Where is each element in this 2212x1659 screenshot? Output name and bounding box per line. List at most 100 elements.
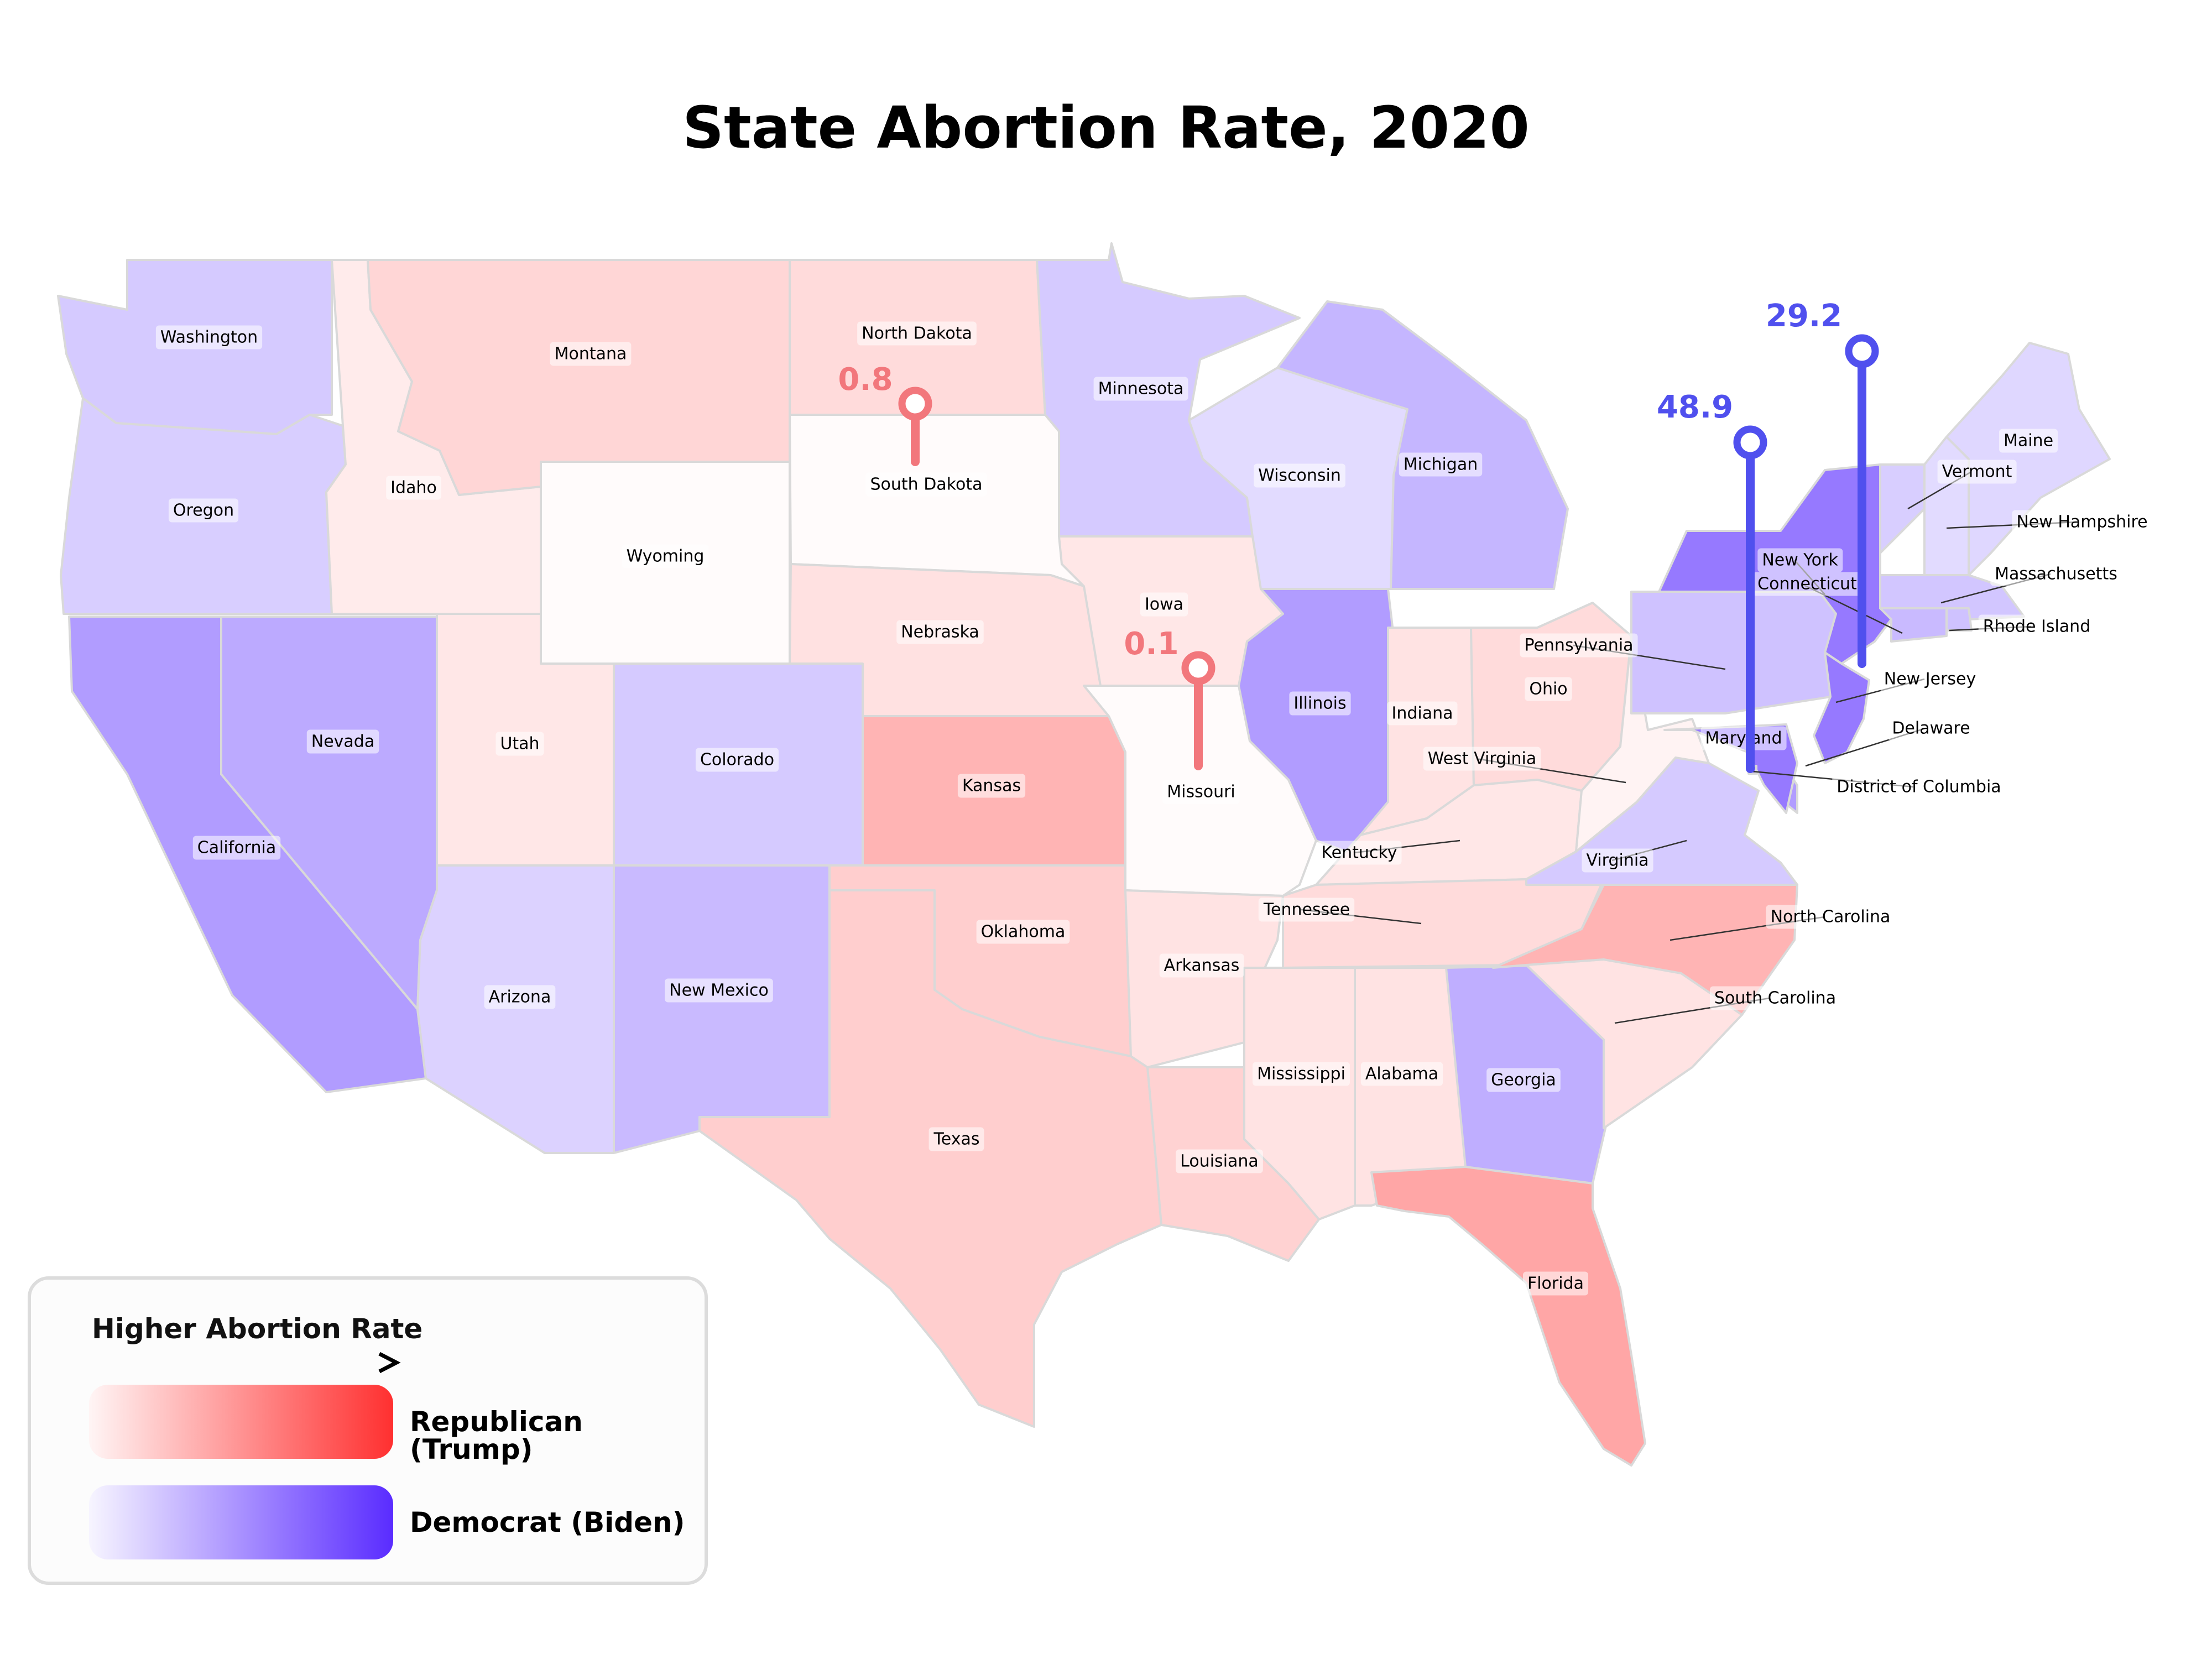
pin-marker-icon xyxy=(898,387,932,421)
state-label-bg xyxy=(1522,1271,1589,1296)
state-label-bg xyxy=(1937,460,2017,484)
pin-south-dakota: 0.8 xyxy=(838,362,932,466)
state-label-bg xyxy=(1582,848,1653,873)
state-label-nevada: Nevada xyxy=(311,732,374,752)
state-south-dakota xyxy=(789,414,1085,587)
state-label-bg xyxy=(1766,905,1895,929)
pin-value: 0.1 xyxy=(1124,626,1178,662)
state-west-virginia xyxy=(1575,635,1710,853)
state-label-tennessee: Tennessee xyxy=(1263,900,1350,920)
state-label-vermont: Vermont xyxy=(1942,462,2012,482)
state-label-colorado: Colorado xyxy=(700,750,774,770)
state-label-bg xyxy=(1525,677,1572,701)
state-maine xyxy=(1945,342,2111,576)
state-label-arkansas: Arkansas xyxy=(1164,956,1240,975)
state-label-idaho: Idaho xyxy=(390,478,437,498)
state-label-oregon: Oregon xyxy=(173,501,234,520)
state-label-west-virginia: West Virginia xyxy=(1428,749,1536,769)
state-label-bg xyxy=(928,1127,984,1151)
state-label-wyoming: Wyoming xyxy=(627,547,705,566)
state-label-bg xyxy=(1879,667,1981,691)
state-label-bg xyxy=(1093,377,1188,401)
state-connecticut xyxy=(1879,607,1948,643)
state-label-kansas: Kansas xyxy=(962,776,1021,796)
state-label-bg xyxy=(622,544,709,568)
map-title: State Abortion Rate, 2020 xyxy=(682,94,1530,161)
state-label-delaware: Delaware xyxy=(1892,719,1970,738)
state-label-maine: Maine xyxy=(2004,431,2053,451)
state-new-hampshire xyxy=(1923,436,1970,576)
state-label-washington: Washington xyxy=(160,328,258,347)
pin-marker-icon xyxy=(1733,425,1767,460)
state-label-missouri: Missouri xyxy=(1167,782,1235,802)
state-label-bg xyxy=(1162,780,1240,804)
state-label-bg xyxy=(1399,452,1483,477)
state-label-bg xyxy=(1258,898,1355,922)
state-florida xyxy=(1370,1166,1646,1467)
state-label-new-york: New York xyxy=(1762,551,1838,570)
state-label-bg xyxy=(695,748,779,772)
state-label-bg xyxy=(484,985,556,1009)
state-label-bg xyxy=(896,620,984,644)
state-label-florida: Florida xyxy=(1527,1274,1584,1293)
state-label-bg xyxy=(306,729,379,754)
state-label-south-dakota: South Dakota xyxy=(870,475,982,494)
state-label-mississippi: Mississippi xyxy=(1257,1065,1345,1084)
state-label-south-carolina: South Carolina xyxy=(1714,989,1836,1008)
state-rhode-island xyxy=(1945,607,1973,632)
state-label-arizona: Arizona xyxy=(489,988,551,1007)
state-north-carolina xyxy=(1492,884,1798,1016)
state-label-new-hampshire: New Hampshire xyxy=(2016,513,2147,532)
state-label-california: California xyxy=(197,838,276,858)
state-vermont xyxy=(1879,463,1926,554)
state-label-wisconsin: Wisconsin xyxy=(1258,466,1341,486)
state-label-illinois: Illinois xyxy=(1293,694,1346,713)
state-label-bg xyxy=(976,920,1070,944)
state-label-bg xyxy=(865,472,987,497)
state-label-ohio: Ohio xyxy=(1529,680,1567,699)
state-label-utah: Utah xyxy=(500,734,539,754)
state-label-bg xyxy=(1486,1068,1561,1092)
state-label-bg xyxy=(1757,548,1843,572)
state-label-bg xyxy=(1387,701,1458,726)
state-new-mexico xyxy=(613,864,831,1154)
state-label-bg xyxy=(1700,726,1787,750)
pin-marker-icon xyxy=(1181,651,1215,685)
state-label-bg xyxy=(550,342,632,366)
state-label-bg xyxy=(665,978,773,1003)
state-label-district-of-columbia: District of Columbia xyxy=(1837,778,2001,797)
state-label-bg xyxy=(857,321,977,346)
state-label-bg xyxy=(1990,562,2122,586)
state-label-alabama: Alabama xyxy=(1365,1065,1438,1084)
state-label-maryland: Maryland xyxy=(1705,729,1782,748)
state-label-bg xyxy=(155,325,263,349)
state-label-bg xyxy=(1360,1062,1443,1086)
republican-legend-label: Republican (Trump) xyxy=(410,1406,583,1465)
state-label-nebraska: Nebraska xyxy=(901,623,979,642)
state-label-bg xyxy=(1978,614,2095,639)
state-label-new-mexico: New Mexico xyxy=(669,981,769,1000)
state-label-bg xyxy=(1254,463,1345,488)
state-label-minnesota: Minnesota xyxy=(1098,379,1184,399)
state-label-bg xyxy=(1159,953,1244,978)
label-layer: Washington Oregon California Nevada Idaho Mon… xyxy=(155,321,2152,1296)
legend-heading: Higher Abortion Rate xyxy=(92,1313,423,1345)
republican-gradient-swatch xyxy=(89,1385,393,1459)
state-label-bg xyxy=(1317,841,1402,865)
pin-missouri: 0.1 xyxy=(1124,626,1215,770)
pin-new-york: 29.2 xyxy=(1766,298,1879,668)
state-label-bg xyxy=(1709,986,1841,1010)
pin-maryland: 48.9 xyxy=(1657,389,1767,773)
pin-value: 29.2 xyxy=(1766,298,1842,334)
state-texas xyxy=(698,889,1162,1428)
state-label-north-carolina: North Carolina xyxy=(1771,907,1891,927)
state-label-montana: Montana xyxy=(555,345,627,364)
state-label-massachusetts: Massachusetts xyxy=(1995,565,2117,584)
state-label-bg xyxy=(1520,633,1638,658)
state-pennsylvania xyxy=(1630,591,1837,714)
state-label-connecticut: Connecticut xyxy=(1757,575,1857,594)
state-label-rhode-island: Rhode Island xyxy=(1983,617,2091,637)
state-label-kentucky: Kentucky xyxy=(1322,843,1397,863)
state-label-bg xyxy=(1832,775,2006,799)
state-label-georgia: Georgia xyxy=(1491,1071,1556,1090)
